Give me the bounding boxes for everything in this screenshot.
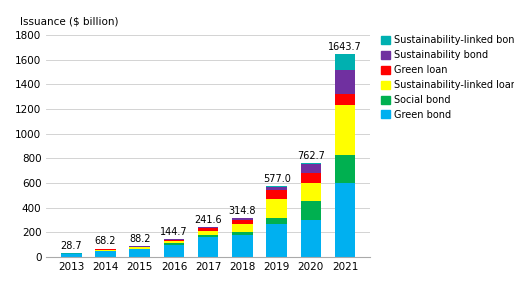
Bar	[232, 232, 253, 235]
Bar	[301, 163, 321, 164]
Legend: Sustainability-linked bond, Sustainability bond, Green loan, Sustainability-link: Sustainability-linked bond, Sustainabili…	[381, 35, 514, 120]
Bar	[335, 105, 355, 155]
Bar	[163, 241, 184, 243]
Bar	[198, 231, 218, 235]
Bar	[198, 235, 218, 237]
Bar	[335, 94, 355, 105]
Text: 577.0: 577.0	[263, 174, 290, 184]
Bar	[301, 201, 321, 220]
Bar	[198, 227, 218, 228]
Bar	[130, 246, 150, 247]
Bar	[130, 249, 150, 257]
Bar	[95, 249, 116, 250]
Bar	[266, 190, 287, 199]
Bar	[335, 183, 355, 257]
Bar	[232, 220, 253, 224]
Bar	[163, 240, 184, 241]
Bar	[198, 237, 218, 257]
Text: 314.8: 314.8	[229, 206, 256, 216]
Bar	[335, 54, 355, 69]
Bar	[266, 187, 287, 190]
Bar	[232, 235, 253, 257]
Bar	[266, 186, 287, 187]
Bar	[198, 228, 218, 231]
Text: Issuance ($ billion): Issuance ($ billion)	[21, 16, 119, 26]
Bar	[130, 247, 150, 248]
Bar	[163, 239, 184, 240]
Bar	[266, 224, 287, 257]
Bar	[95, 250, 116, 251]
Text: 1643.7: 1643.7	[328, 42, 362, 52]
Bar	[163, 245, 184, 257]
Text: 68.2: 68.2	[95, 236, 116, 246]
Bar	[130, 248, 150, 249]
Bar	[232, 224, 253, 232]
Bar	[232, 218, 253, 220]
Text: 28.7: 28.7	[61, 241, 82, 251]
Bar	[266, 199, 287, 218]
Bar	[266, 218, 287, 224]
Bar	[301, 183, 321, 201]
Text: 144.7: 144.7	[160, 227, 188, 237]
Text: 88.2: 88.2	[129, 234, 151, 244]
Bar	[163, 243, 184, 245]
Bar	[61, 254, 82, 257]
Bar	[335, 155, 355, 183]
Bar	[335, 69, 355, 94]
Bar	[301, 173, 321, 183]
Text: 241.6: 241.6	[194, 215, 222, 225]
Text: 762.7: 762.7	[297, 151, 325, 161]
Bar	[301, 220, 321, 257]
Bar	[301, 164, 321, 173]
Bar	[95, 251, 116, 257]
